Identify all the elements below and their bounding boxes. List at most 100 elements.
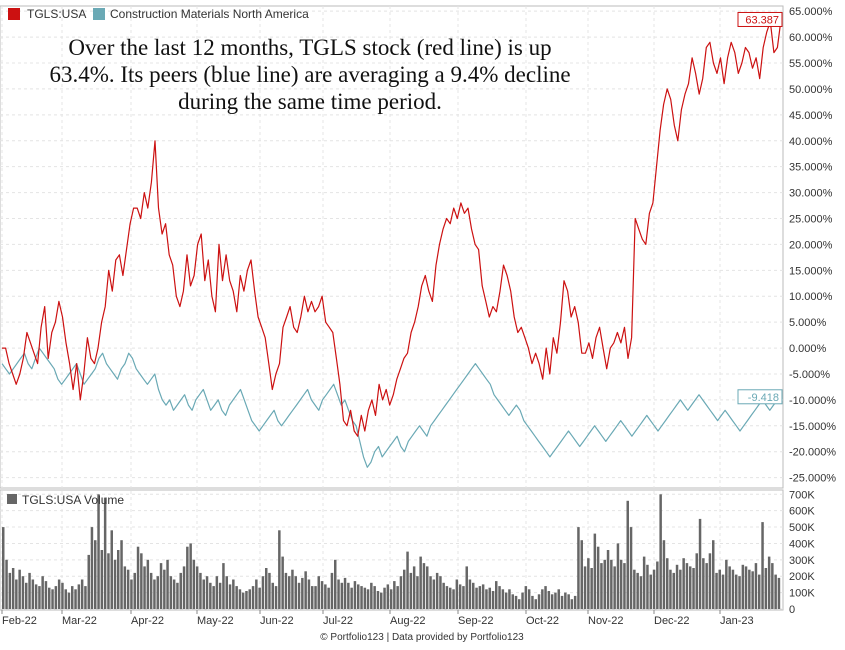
volume-bar <box>278 530 281 609</box>
volume-bar <box>422 563 426 609</box>
volume-bar <box>771 563 774 609</box>
volume-bar <box>15 579 18 609</box>
volume-bar <box>251 586 255 609</box>
volume-bar <box>449 587 452 609</box>
price-y-tick-label: 20.000% <box>789 239 833 251</box>
volume-legend: TGLS:USA Volume <box>7 493 124 507</box>
volume-bar <box>613 566 616 609</box>
volume-bar <box>327 587 330 609</box>
volume-bar <box>202 579 205 609</box>
volume-bar <box>64 589 67 609</box>
volume-bars <box>2 494 781 610</box>
volume-bar <box>38 586 41 609</box>
volume-bar <box>179 572 182 609</box>
legend: TGLS:USA Construction Materials North Am… <box>8 7 309 21</box>
volume-bar <box>557 589 560 609</box>
volume-bar <box>360 586 363 609</box>
volume-bar <box>44 581 48 609</box>
volume-bar <box>2 527 5 609</box>
volume-bar <box>452 589 455 609</box>
volume-bar <box>225 576 228 609</box>
volume-bar <box>531 595 534 609</box>
volume-bar <box>705 563 708 609</box>
volume-bar <box>288 576 291 609</box>
volume-bar <box>393 581 396 609</box>
volume-bar <box>189 543 192 609</box>
volume-bar <box>564 592 567 609</box>
annotation: Over the last 12 months, TGLS stock (red… <box>49 35 570 114</box>
legend-label-tgls: TGLS:USA <box>27 7 86 21</box>
volume-bar <box>248 589 251 609</box>
volume-bar <box>215 576 219 609</box>
volume-bar <box>445 586 449 609</box>
volume-bar <box>357 584 360 609</box>
price-y-tick-label: 30.000% <box>789 188 833 200</box>
volume-bar <box>761 522 764 609</box>
volume-bar <box>478 586 482 609</box>
volume-bar <box>163 569 166 609</box>
volume-y-tick-label: 200K <box>789 571 815 583</box>
volume-bar <box>685 563 689 609</box>
volume-bar <box>228 584 232 609</box>
volume-bar <box>524 586 528 609</box>
volume-bar <box>199 572 202 609</box>
price-y-tick-label: 0.000% <box>789 343 827 355</box>
volume-bar <box>113 559 117 609</box>
volume-bar <box>475 587 478 609</box>
volume-bar <box>281 556 284 609</box>
volume-bar <box>271 582 274 609</box>
x-tick-label: Nov-22 <box>588 615 623 627</box>
price-y-tick-label: -20.000% <box>789 447 836 459</box>
last-value-box <box>737 389 783 405</box>
volume-bar <box>416 576 419 609</box>
volume-bar <box>495 581 498 609</box>
footer-credit: © Portfolio123 | Data provided by Portfo… <box>320 632 524 643</box>
price-y-tick-label: 65.000% <box>789 6 833 18</box>
price-y-tick-label: -25.000% <box>789 473 836 485</box>
volume-bar <box>347 582 350 609</box>
volume-bar <box>87 554 90 609</box>
legend-swatch-tgls <box>8 8 20 20</box>
volume-bar <box>514 595 518 609</box>
volume-bar <box>735 574 738 609</box>
volume-bar <box>455 579 459 609</box>
volume-bar <box>442 582 445 609</box>
volume-bar <box>11 568 15 609</box>
volume-bar <box>51 589 54 609</box>
volume-bar <box>366 589 370 609</box>
volume-bar <box>386 584 390 609</box>
legend-swatch-peers <box>93 8 105 20</box>
volume-bar <box>639 576 643 609</box>
volume-bar <box>741 564 745 610</box>
volume-bar <box>34 584 38 609</box>
volume-bar <box>725 559 728 609</box>
volume-bar <box>666 558 669 609</box>
volume-bar <box>222 563 225 609</box>
volume-bar <box>120 540 123 609</box>
annotation-line-3: during the same time period. <box>178 89 442 114</box>
volume-bar <box>672 572 675 609</box>
volume-bar <box>320 581 324 609</box>
volume-bar <box>758 574 761 609</box>
volume-bar <box>468 579 472 609</box>
volume-bar <box>241 592 245 609</box>
volume-bar <box>606 550 610 609</box>
volume-bar <box>143 566 146 609</box>
volume-bar <box>675 564 679 610</box>
price-y-tick-label: 50.000% <box>789 84 833 96</box>
volume-bar <box>616 543 620 609</box>
volume-bar <box>669 569 672 609</box>
last-value-labels: -9.418 63.387 <box>737 11 783 405</box>
volume-bar <box>429 576 432 609</box>
volume-bar <box>550 594 554 610</box>
price-y-tick-label: 60.000% <box>789 32 833 44</box>
volume-bar <box>133 572 136 609</box>
x-tick-label: Apr-22 <box>131 615 164 627</box>
volume-bar <box>577 527 580 609</box>
volume-bar <box>186 546 189 609</box>
x-tick-label: Jun-22 <box>260 615 294 627</box>
volume-bar <box>521 592 524 609</box>
volume-bar <box>633 569 636 609</box>
volume-bar <box>343 577 347 609</box>
volume-bar <box>403 569 406 609</box>
